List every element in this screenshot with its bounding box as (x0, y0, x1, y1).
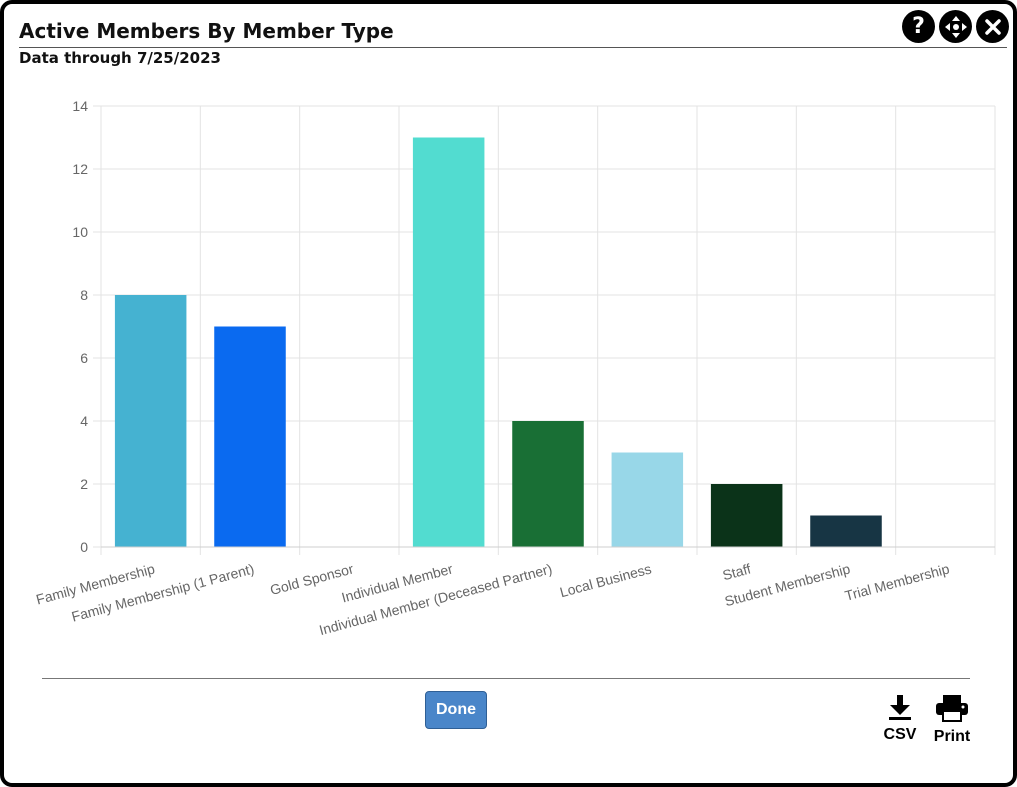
bar-chart-area: 0 2 4 6 8 10 12 14 Family Membership Family Membe… (4, 94, 1013, 654)
csv-export-button[interactable]: CSV (882, 694, 918, 744)
y-tick-label: 12 (72, 161, 88, 177)
title-divider (19, 47, 1007, 48)
y-tick-label: 14 (72, 98, 88, 114)
close-x-icon[interactable] (976, 10, 1009, 43)
x-category-label: Local Business (558, 560, 653, 600)
y-tick-label: 8 (80, 287, 88, 303)
bar-family-membership-1-parent (214, 326, 286, 547)
x-category-label: Family Membership (1 Parent) (70, 560, 256, 624)
footer-divider (42, 678, 970, 679)
x-category-label: Staff (721, 560, 753, 583)
move-arrows-glyph (944, 15, 967, 38)
printer-icon (936, 695, 968, 722)
download-icon (889, 695, 911, 720)
close-x-glyph (984, 18, 1001, 35)
help-glyph: ? (912, 14, 925, 39)
help-question-icon[interactable]: ? (902, 10, 935, 43)
bar-individual-member-deceased-partner (512, 421, 584, 547)
data-date-subtitle: Data through 7/25/2023 (19, 49, 221, 67)
csv-label: CSV (883, 726, 917, 743)
y-tick-label: 10 (72, 224, 88, 240)
print-label: Print (933, 728, 971, 745)
x-category-label: Trial Membership (843, 560, 951, 603)
done-button[interactable]: Done (425, 691, 487, 729)
dialog-title: Active Members By Member Type (19, 19, 394, 43)
move-arrows-icon[interactable] (939, 10, 972, 43)
bar-local-business (611, 452, 684, 547)
bar-staff (710, 484, 783, 547)
bar-family-membership (114, 295, 187, 547)
bar-student-membership (810, 515, 882, 547)
bar-individual-member (412, 137, 485, 547)
y-tick-label: 4 (80, 413, 88, 429)
y-tick-label: 0 (80, 539, 88, 555)
window-controls: ? (902, 10, 1009, 43)
y-tick-label: 6 (80, 350, 88, 366)
print-button[interactable]: Print (930, 694, 974, 746)
y-tick-label: 2 (80, 476, 88, 492)
